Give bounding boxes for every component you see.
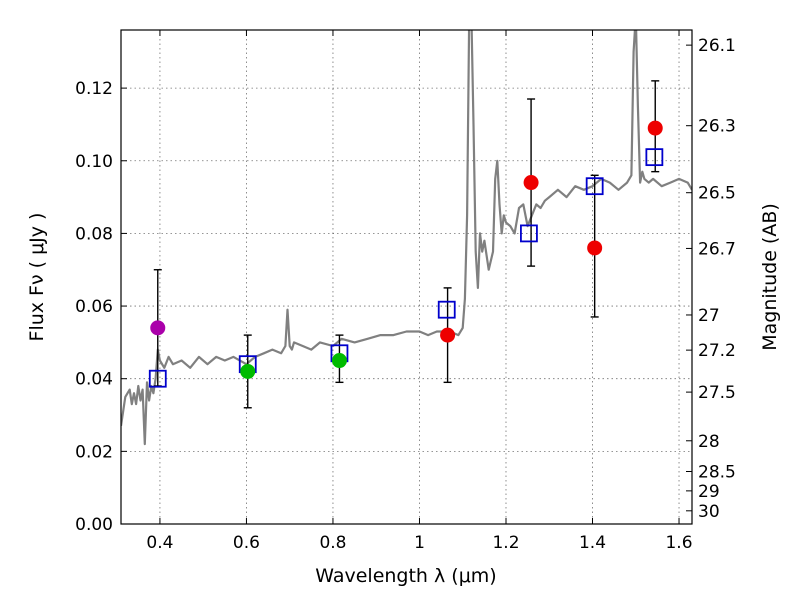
model-square-marker <box>437 300 456 319</box>
right-y-axis-label: Magnitude (AB) <box>759 203 781 351</box>
x-tick-label: 1.2 <box>492 533 519 553</box>
x-tick-label: 0.6 <box>233 533 260 553</box>
mag-tick-label: 28.5 <box>698 462 736 482</box>
data-point <box>647 120 663 136</box>
y-tick-label: 0.04 <box>75 370 113 390</box>
data-point <box>587 240 603 256</box>
model-square-marker <box>520 224 538 243</box>
data-point <box>331 353 347 369</box>
mag-tick-label: 29 <box>698 482 720 502</box>
y-tick-label: 0.02 <box>75 442 113 462</box>
plot-frame <box>120 29 693 525</box>
mag-tick-label: 28 <box>698 432 720 452</box>
data-point <box>240 363 256 379</box>
x-tick-label: 1.6 <box>665 533 692 553</box>
y-tick-label: 0.08 <box>75 224 113 244</box>
mag-tick-label: 30 <box>698 502 720 522</box>
data-point <box>440 327 456 343</box>
model-square-marker <box>645 148 664 167</box>
x-tick-label: 1.4 <box>579 533 606 553</box>
mag-tick-label: 27.5 <box>698 383 736 403</box>
model-square-marker <box>585 177 604 196</box>
mag-tick-label: 26.1 <box>698 36 736 56</box>
mag-tick-label: 26.3 <box>698 117 736 137</box>
mag-tick-label: 26.7 <box>698 239 736 259</box>
x-tick-label: 1 <box>414 533 425 553</box>
x-tick-label: 0.4 <box>146 533 173 553</box>
mag-tick-label: 26.5 <box>698 184 736 204</box>
x-axis-label: Wavelength λ (μm) <box>315 565 496 587</box>
ticks: 0.4 0.6 0.8 1 1.2 1.4 1.6 0.00 0.02 0.04 0.06 0.08 0… <box>75 30 736 553</box>
y-axis-label: Flux Fν ( μJy ) <box>26 213 48 342</box>
x-tick-label: 0.8 <box>319 533 346 553</box>
y-tick-label: 0.12 <box>75 79 113 99</box>
mag-tick-label: 27 <box>698 306 720 326</box>
spectrum-line <box>121 30 692 446</box>
mag-tick-label: 27.2 <box>698 341 736 361</box>
data-point <box>523 175 539 191</box>
y-tick-label: 0.10 <box>75 152 113 172</box>
model-square-marker <box>148 369 167 388</box>
y-tick-label: 0.00 <box>75 515 113 535</box>
grid-lines <box>121 30 692 525</box>
marker-layer <box>148 80 664 409</box>
spectrum-layer <box>121 30 692 446</box>
data-point <box>150 320 166 336</box>
y-tick-label: 0.06 <box>75 297 113 317</box>
